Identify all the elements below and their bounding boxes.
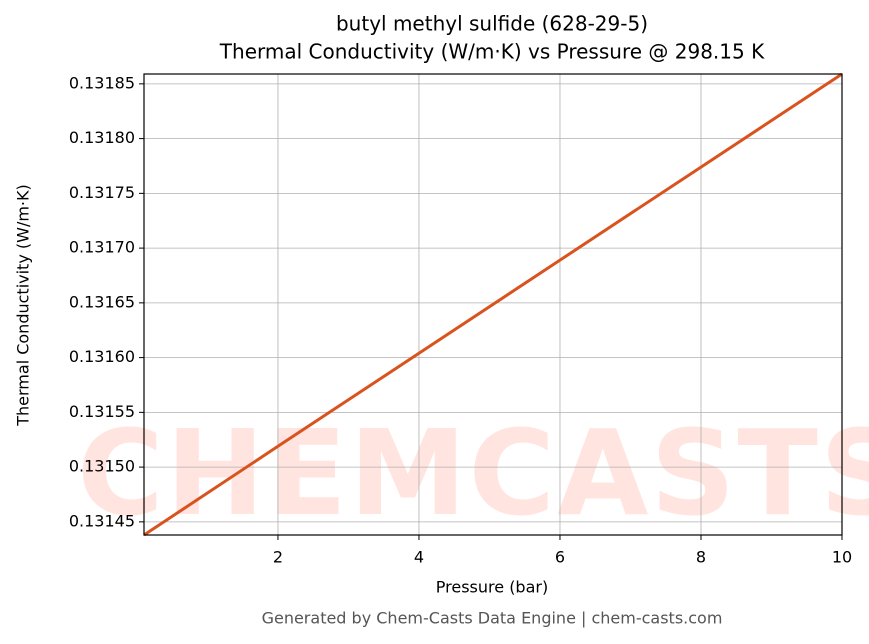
y-tick-label: 0.13165 [69, 292, 135, 311]
y-tick-label: 0.13170 [69, 238, 135, 257]
x-tick-label: 8 [696, 548, 706, 567]
x-axis-label: Pressure (bar) [436, 578, 548, 597]
chart-title: butyl methyl sulfide (628-29-5) [336, 12, 648, 36]
y-tick-label: 0.13160 [69, 347, 135, 366]
data-line [143, 72, 843, 537]
y-tick-label: 0.13185 [69, 73, 135, 92]
plot-frame [143, 73, 843, 536]
chart-subtitle: Thermal Conductivity (W/m·K) vs Pressure… [219, 40, 765, 64]
y-tick-label: 0.13180 [69, 128, 135, 147]
x-tick-label: 2 [273, 548, 283, 567]
y-axis-label: Thermal Conductivity (W/m·K) [14, 184, 33, 427]
y-tick-label: 0.13145 [69, 511, 135, 530]
x-tick-label: 6 [555, 548, 565, 567]
x-tick-label: 10 [832, 548, 852, 567]
y-tick-label: 0.13155 [69, 402, 135, 421]
y-tick-label: 0.13150 [69, 457, 135, 476]
y-tick-label: 0.13175 [69, 183, 135, 202]
x-tick-label: 4 [414, 548, 424, 567]
footer: Generated by Chem-Casts Data Engine | ch… [262, 609, 723, 628]
watermark: CHEMCASTS [77, 404, 869, 542]
